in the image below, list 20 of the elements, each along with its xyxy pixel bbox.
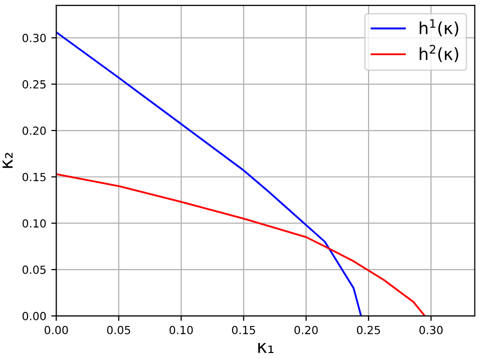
y-tick-label: 0.30 [22,34,46,42]
x-tick-label: 0.20 [294,326,318,334]
x-tick-label: 0.25 [356,326,380,334]
x-tick-label: 0.00 [44,326,68,334]
y-tick-label: 0.25 [22,80,46,89]
line-series [56,31,362,316]
y-axis-title: κ₂ [2,152,13,168]
x-tick-label: 0.05 [107,326,130,334]
legend-label: h$^{2}$(κ) [420,44,458,62]
x-tick-label: 0.10 [170,326,193,334]
y-tick-label: 0.20 [22,126,46,135]
y-tick-label: 0.05 [22,266,46,274]
x-tick-label: 0.30 [419,326,443,334]
y-tick-label: 0.00 [22,312,46,320]
y-tick-label: 0.15 [22,172,46,182]
legend-label: h$^{1}$(κ) [420,19,458,36]
x-tick-label: 0.15 [232,326,256,334]
y-tick-label: 0.10 [22,219,46,228]
x-axis-title: κ₁ [258,343,274,353]
line-series [56,173,426,316]
